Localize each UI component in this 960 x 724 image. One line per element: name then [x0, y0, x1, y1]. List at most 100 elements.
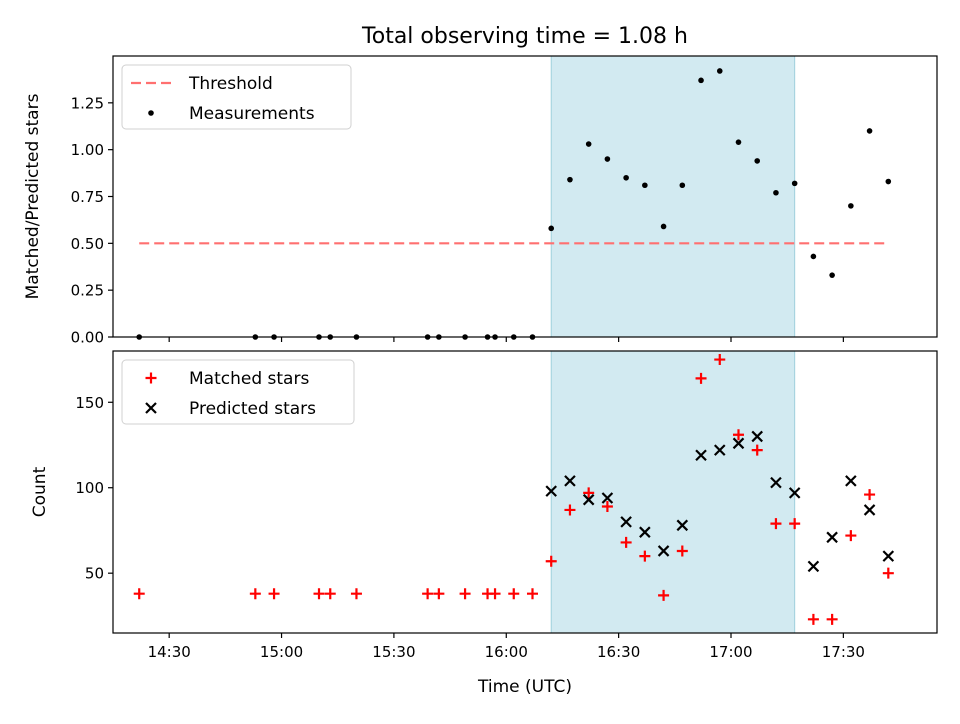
legend-dot-swatch	[148, 110, 154, 116]
x-tick-label: 17:30	[822, 643, 865, 661]
legend: Matched stars Predicted stars	[121, 359, 355, 425]
data-point	[714, 354, 726, 366]
series-measurements	[136, 68, 892, 340]
x-tick-label: 17:00	[709, 643, 752, 661]
data-point	[249, 588, 261, 600]
data-point	[545, 485, 557, 497]
y-tick-label: 1.00	[71, 141, 104, 159]
top-panel: 0.00 0.25 0.50 0.75 1.00 1.25 Matched/Predicte…	[23, 55, 938, 347]
x-tick-label: 14:30	[148, 643, 191, 661]
data-point	[268, 588, 280, 600]
data-point	[313, 588, 325, 600]
data-point	[751, 444, 763, 456]
data-point	[695, 449, 707, 462]
y-tick-label: 0.50	[71, 235, 104, 253]
data-point	[773, 189, 779, 196]
data-point	[642, 182, 648, 189]
y-tick-label: 0.75	[71, 188, 104, 206]
data-point	[698, 77, 704, 84]
data-point	[350, 588, 362, 600]
data-point	[845, 530, 857, 542]
data-point	[526, 588, 538, 600]
data-point	[882, 567, 894, 579]
data-point	[676, 545, 688, 557]
bottom-panel: 50 100 150 14:30 15:00 15:30 16:00 16:30 17:00 17…	[30, 350, 938, 661]
data-point	[826, 531, 838, 544]
data-point	[508, 588, 520, 600]
data-point	[324, 588, 336, 600]
legend-label: Measurements	[189, 104, 315, 124]
data-point	[582, 493, 595, 506]
data-point	[863, 504, 876, 516]
legend-plus-swatch	[145, 372, 157, 384]
y-tick-label: 1.25	[71, 94, 104, 112]
data-point	[564, 475, 576, 487]
data-point	[751, 430, 763, 443]
data-point	[583, 487, 595, 499]
data-point	[716, 68, 723, 74]
y-tick-label: 50	[85, 565, 104, 583]
observing-span	[550, 55, 796, 338]
data-point	[601, 501, 613, 513]
data-point	[459, 588, 471, 600]
data-point	[676, 519, 689, 532]
data-point	[807, 560, 820, 573]
chart-title: Total observing time = 1.08 h	[361, 24, 688, 49]
legend-label: Predicted stars	[189, 399, 316, 419]
y-tick-label: 100	[75, 479, 104, 497]
data-point	[585, 141, 592, 147]
data-point	[545, 555, 557, 567]
data-point	[422, 588, 434, 600]
data-point	[623, 174, 629, 181]
data-point	[788, 487, 801, 499]
data-point	[829, 272, 835, 278]
data-point	[679, 182, 686, 189]
data-point	[657, 545, 670, 557]
data-point	[639, 550, 651, 562]
y-tick-label: 0.25	[71, 282, 104, 300]
legend-label: Threshold	[188, 74, 273, 94]
y-axis-label: Count	[30, 466, 50, 517]
data-point	[567, 176, 573, 183]
data-point	[639, 526, 651, 538]
legend-cross-swatch	[145, 402, 157, 414]
data-point	[807, 613, 819, 625]
data-point	[433, 588, 445, 600]
data-point	[489, 588, 501, 600]
x-tick-label: 15:00	[260, 643, 303, 661]
x-tick-label: 16:30	[597, 643, 640, 661]
data-point	[826, 613, 838, 625]
data-point	[604, 156, 611, 162]
data-point	[770, 518, 782, 530]
data-point	[754, 158, 761, 164]
data-point	[789, 518, 801, 530]
y-tick-label: 150	[75, 394, 104, 412]
axes-frame	[112, 350, 938, 634]
x-tick-label: 15:30	[372, 643, 415, 661]
y-tick-label: 0.00	[71, 329, 104, 347]
data-point	[866, 128, 873, 134]
legend: Threshold Measurements	[121, 64, 352, 130]
data-point	[564, 504, 576, 516]
data-point	[732, 437, 745, 450]
data-point	[770, 476, 782, 489]
x-tick-label: 16:00	[485, 643, 528, 661]
data-point	[620, 516, 632, 528]
data-point	[885, 178, 892, 185]
data-point	[548, 225, 555, 232]
series-matched-stars	[133, 354, 894, 625]
legend-box	[121, 64, 352, 130]
data-point	[695, 372, 707, 384]
series-predicted-stars	[545, 430, 895, 573]
x-axis-label: Time (UTC)	[477, 677, 572, 697]
data-point	[848, 203, 854, 209]
legend-box	[121, 359, 355, 425]
data-point	[864, 489, 876, 501]
data-point	[882, 550, 895, 562]
data-point	[601, 492, 614, 504]
data-point	[791, 180, 798, 187]
data-point	[658, 589, 670, 601]
legend-label: Matched stars	[189, 369, 309, 389]
